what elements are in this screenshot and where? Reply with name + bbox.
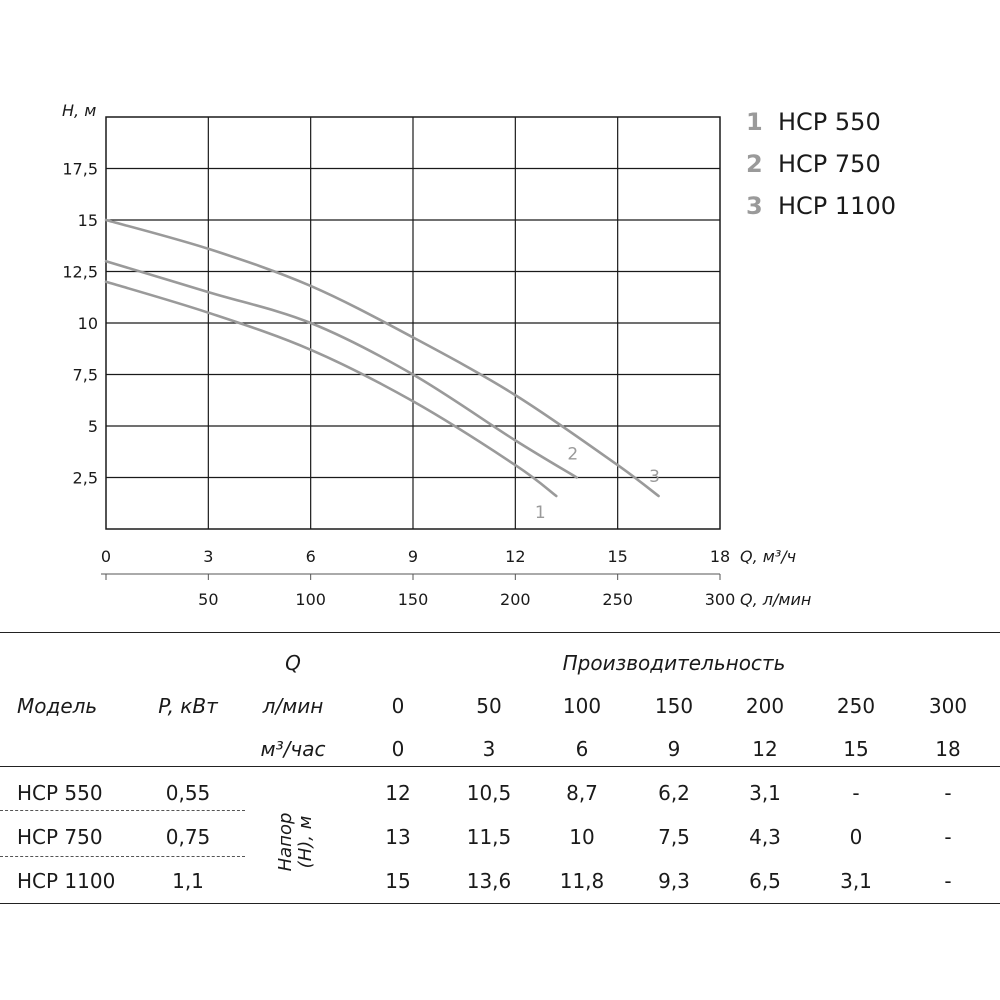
y-tick-label: 2,5 bbox=[73, 469, 98, 488]
m3h-value: 18 bbox=[935, 737, 961, 761]
curve-label: 2 bbox=[567, 445, 578, 465]
row-head-value: 13,6 bbox=[466, 869, 512, 893]
x-tick-label-lmin: 50 bbox=[198, 590, 218, 609]
row-head-value: 10 bbox=[569, 825, 595, 849]
curve-label: 1 bbox=[535, 503, 546, 523]
lmin-value: 100 bbox=[562, 694, 602, 718]
x-tick-label-lmin: 200 bbox=[500, 590, 531, 609]
m3h-label: м³/час bbox=[260, 737, 326, 761]
m3h-value: 12 bbox=[752, 737, 778, 761]
legend-number: 2 bbox=[746, 150, 763, 178]
y-tick-label: 15 bbox=[78, 211, 98, 230]
legend-label: HCP 1100 bbox=[778, 192, 896, 220]
row-model: HCP 750 bbox=[17, 825, 103, 849]
row-power: 0,55 bbox=[165, 781, 211, 805]
curve-1 bbox=[104, 280, 558, 498]
head-label-line2: (H), м bbox=[295, 815, 316, 869]
power-header: P, кВт bbox=[158, 694, 218, 718]
row-head-value: 11,5 bbox=[466, 825, 512, 849]
row-divider bbox=[0, 810, 245, 811]
performance-header: Производительность bbox=[562, 651, 786, 675]
legend-label: HCP 550 bbox=[778, 108, 881, 136]
row-head-value: - bbox=[944, 869, 952, 893]
lmin-value: 200 bbox=[745, 694, 785, 718]
grid bbox=[105, 116, 721, 530]
row-head-value: 11,8 bbox=[559, 869, 605, 893]
x-tick-label-m3h: 18 bbox=[710, 547, 730, 566]
curve-label: 3 bbox=[649, 467, 660, 487]
x-axis-label-m3h: Q, м³/ч bbox=[740, 547, 796, 566]
row-head-value: 7,5 bbox=[658, 825, 690, 849]
y-tick-label: 12,5 bbox=[62, 263, 98, 282]
lmin-label: л/мин bbox=[262, 694, 324, 718]
table-top-border bbox=[0, 632, 1000, 633]
row-head-value: - bbox=[944, 825, 952, 849]
legend: 1 HCP 550 2 HCP 750 3 HCP 1100 bbox=[746, 108, 896, 220]
y-tick-label: 17,5 bbox=[62, 160, 98, 179]
row-divider bbox=[0, 856, 245, 857]
row-model: HCP 550 bbox=[17, 781, 103, 805]
head-label-line1: Напор bbox=[275, 812, 296, 872]
m3h-value: 0 bbox=[391, 737, 405, 761]
lmin-value: 250 bbox=[836, 694, 876, 718]
row-head-value: 0 bbox=[849, 825, 863, 849]
row-head-value: 9,3 bbox=[658, 869, 690, 893]
row-power: 0,75 bbox=[165, 825, 211, 849]
x-tick-label-m3h: 15 bbox=[607, 547, 627, 566]
m3h-value: 3 bbox=[482, 737, 496, 761]
lmin-value: 150 bbox=[654, 694, 694, 718]
row-head-value: - bbox=[852, 781, 860, 805]
row-head-value: 4,3 bbox=[749, 825, 781, 849]
y-tick-label: 5 bbox=[88, 417, 98, 436]
lmin-value: 50 bbox=[476, 694, 502, 718]
x-tick-label-m3h: 9 bbox=[408, 547, 418, 566]
x-tick-label-m3h: 0 bbox=[101, 547, 111, 566]
table-bottom-border bbox=[0, 903, 1000, 904]
legend-number: 1 bbox=[746, 108, 763, 136]
q-header: Q bbox=[285, 651, 301, 675]
row-head-value: - bbox=[944, 781, 952, 805]
x-tick-label-lmin: 150 bbox=[398, 590, 429, 609]
x-tick-label-m3h: 12 bbox=[505, 547, 525, 566]
x-tick-label-lmin: 250 bbox=[602, 590, 633, 609]
y-tick-label: 10 bbox=[78, 314, 98, 333]
row-head-value: 8,7 bbox=[566, 781, 598, 805]
curve-3 bbox=[104, 218, 660, 498]
row-head-value: 15 bbox=[385, 869, 411, 893]
x-tick-label-m3h: 6 bbox=[306, 547, 316, 566]
row-power: 1,1 bbox=[172, 869, 204, 893]
model-header: Модель bbox=[17, 694, 98, 718]
x-tick-label-m3h: 3 bbox=[203, 547, 213, 566]
header-bottom-border bbox=[0, 766, 1000, 767]
x-tick-label-lmin: 100 bbox=[295, 590, 326, 609]
row-head-value: 12 bbox=[385, 781, 411, 805]
legend-label: HCP 750 bbox=[778, 150, 881, 178]
curves: 1 2 3 bbox=[104, 218, 660, 523]
y-tick-label: 7,5 bbox=[73, 366, 98, 385]
row-model: HCP 1100 bbox=[17, 869, 116, 893]
lmin-value: 0 bbox=[391, 694, 405, 718]
x-axis-label-lmin: Q, л/мин bbox=[740, 590, 811, 609]
row-head-value: 3,1 bbox=[840, 869, 872, 893]
y-axis-label: H, м bbox=[62, 101, 96, 120]
m3h-value: 6 bbox=[575, 737, 589, 761]
m3h-value: 15 bbox=[843, 737, 869, 761]
lmin-value: 300 bbox=[928, 694, 968, 718]
m3h-value: 9 bbox=[667, 737, 681, 761]
x-tick-label-lmin: 300 bbox=[705, 590, 736, 609]
curve-2 bbox=[104, 259, 578, 479]
row-head-value: 13 bbox=[385, 825, 411, 849]
legend-number: 3 bbox=[746, 192, 763, 220]
row-head-value: 3,1 bbox=[749, 781, 781, 805]
performance-table: Q Производительность Модель P, кВт л/мин… bbox=[0, 632, 1000, 904]
row-head-value: 6,5 bbox=[749, 869, 781, 893]
row-head-value: 10,5 bbox=[466, 781, 512, 805]
head-label: Напор (H), м bbox=[275, 812, 316, 872]
row-head-value: 6,2 bbox=[658, 781, 690, 805]
